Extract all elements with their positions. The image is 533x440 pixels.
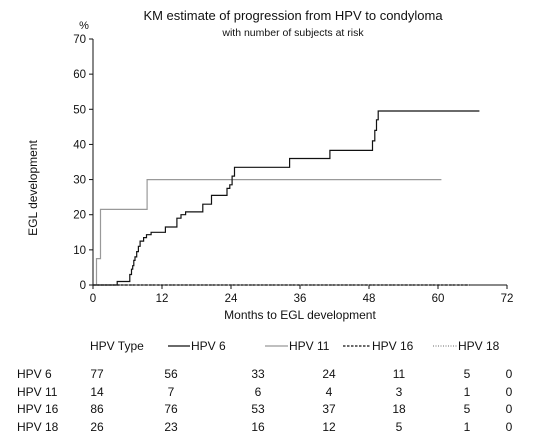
x-tick-label: 12 [156, 293, 169, 305]
x-axis-ticks: 0 12 24 36 48 60 72 [90, 285, 514, 305]
risk-cell: 23 [164, 420, 178, 434]
risk-cell: 77 [90, 367, 104, 381]
risk-cell: 26 [90, 420, 104, 434]
risk-cell: 3 [396, 385, 403, 399]
y-tick-label: 70 [73, 34, 86, 46]
chart-title: KM estimate of progression from HPV to c… [143, 8, 443, 23]
legend-label: HPV 16 [372, 339, 414, 353]
risk-cell: 0 [506, 402, 513, 416]
risk-cell: 24 [322, 367, 336, 381]
risk-cell: 0 [506, 420, 513, 434]
legend-label: HPV 18 [458, 339, 500, 353]
series-line-hpv-11 [93, 179, 442, 286]
y-unit-label: % [79, 20, 89, 32]
risk-cell: 1 [464, 385, 471, 399]
risk-cell: 86 [90, 402, 104, 416]
y-axis-ticks: 0 10 20 30 40 50 60 70 [73, 34, 93, 292]
x-tick-label: 48 [363, 293, 376, 305]
y-tick-label: 0 [80, 280, 86, 292]
risk-cell: 1 [464, 420, 471, 434]
y-tick-label: 60 [73, 69, 86, 81]
risk-cell: 5 [464, 367, 471, 381]
legend-label: HPV 6 [191, 339, 226, 353]
risk-cell: 37 [322, 402, 336, 416]
risk-cell: 7 [168, 385, 175, 399]
risk-row-label: HPV 11 [17, 385, 58, 399]
x-tick-label: 24 [225, 293, 238, 305]
risk-row-label: HPV 6 [17, 367, 52, 381]
risk-cell: 53 [251, 402, 265, 416]
risk-cell: 56 [164, 367, 178, 381]
risk-cell: 5 [396, 420, 403, 434]
risk-cell: 16 [251, 420, 265, 434]
risk-cell: 0 [506, 367, 513, 381]
risk-cell: 5 [464, 402, 471, 416]
x-tick-label: 0 [90, 293, 96, 305]
y-axis-label: EGL development [26, 140, 40, 236]
risk-row-label: HPV 18 [17, 420, 59, 434]
chart-subtitle: with number of subjects at risk [221, 27, 364, 39]
km-curves [93, 110, 480, 286]
y-tick-label: 40 [73, 139, 86, 151]
risk-cell: 18 [392, 402, 406, 416]
risk-cell: 33 [251, 367, 265, 381]
x-tick-label: 60 [432, 293, 445, 305]
risk-cell: 4 [326, 385, 333, 399]
risk-row-label: HPV 16 [17, 402, 59, 416]
legend: HPV Type HPV 6 HPV 11 HPV 16 HPV 18 [90, 339, 500, 353]
x-tick-label: 72 [501, 293, 514, 305]
risk-cell: 11 [393, 367, 406, 381]
risk-cell: 14 [90, 385, 104, 399]
risk-cell: 76 [164, 402, 178, 416]
y-tick-label: 50 [73, 104, 86, 116]
risk-cell: 0 [506, 385, 513, 399]
risk-cell: 6 [255, 385, 262, 399]
series-line-hpv-6 [93, 110, 480, 286]
y-tick-label: 30 [73, 175, 86, 187]
risk-cell: 12 [322, 420, 336, 434]
x-axis-label: Months to EGL development [224, 308, 376, 322]
y-tick-label: 10 [73, 245, 86, 257]
legend-label: HPV 11 [289, 339, 330, 353]
legend-title: HPV Type [90, 339, 144, 353]
y-tick-label: 20 [73, 210, 86, 222]
x-tick-label: 36 [294, 293, 307, 305]
